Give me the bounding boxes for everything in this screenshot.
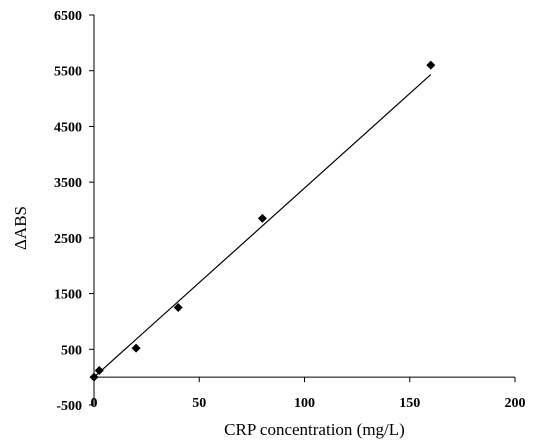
data-point [173,303,183,312]
y-tick-label: 4500 [54,120,82,135]
data-point [131,343,141,353]
data-point [426,60,436,70]
y-tick-label: 500 [61,343,82,358]
x-tick-label: 200 [505,396,526,411]
x-tick-label: 150 [399,396,420,411]
y-tick-label: -500 [56,399,82,414]
y-axis-title: ΔABS [11,206,30,250]
y-tick-label: 6500 [54,9,82,24]
data-point [94,365,104,375]
data-points [89,60,436,382]
y-tick-label: 2500 [54,232,82,247]
data-point [89,372,99,382]
x-tick-label: 50 [192,396,206,411]
trendline [93,74,432,378]
y-axis-ticks: -500 500 1500 2500 3500 4500 5500 6500 [54,9,94,414]
y-tick-label: 1500 [54,288,82,303]
x-axis-title: CRP concentration (mg/L) [224,420,405,439]
y-tick-label: 5500 [54,65,82,80]
y-tick-label: 3500 [54,176,82,191]
x-tick-label: 100 [294,396,315,411]
data-point [257,213,267,223]
